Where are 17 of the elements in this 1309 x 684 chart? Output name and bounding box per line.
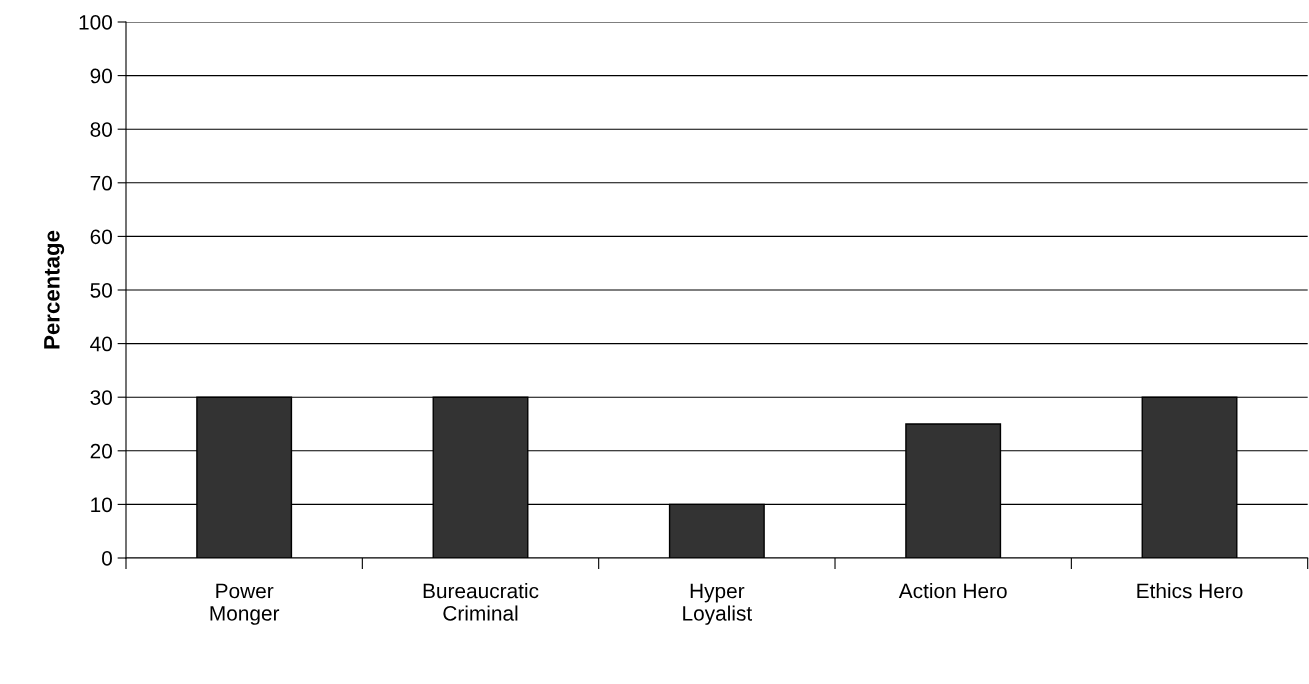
x-tick-label: Bureaucratic Criminal [423, 583, 539, 621]
y-tick-label: 70 [90, 175, 112, 191]
y-tick-label: 50 [90, 283, 112, 298]
x-tick-label: Hyper Loyalist [683, 583, 753, 625]
x-tick-label: Action Hero [898, 583, 1007, 599]
x-tick-label: Power Monger [210, 583, 280, 625]
y-tick-label: 20 [90, 443, 112, 459]
y-tick-label: 0 [102, 551, 112, 566]
x-tick-label: Ethics Hero [1137, 583, 1243, 599]
y-tick-label: 80 [90, 122, 112, 137]
y-axis-title: Percentage [44, 230, 65, 349]
y-tick-label: 30 [90, 390, 112, 405]
y-tick-label: 60 [90, 229, 112, 245]
y-tick-label: 10 [91, 497, 112, 513]
y-tick-label: 100 [79, 15, 112, 30]
y-tick-label: 90 [90, 68, 112, 84]
y-tick-label: 40 [90, 336, 112, 352]
